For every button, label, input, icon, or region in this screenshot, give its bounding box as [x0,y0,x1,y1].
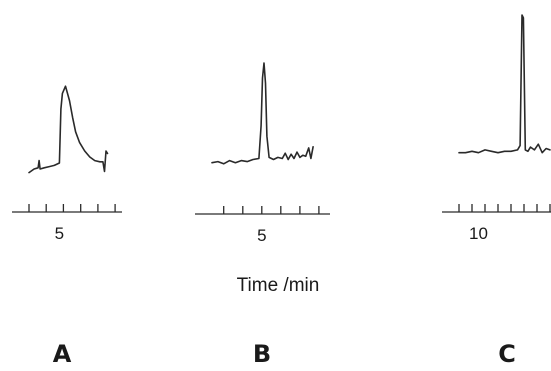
panel-c-ticks [458,204,551,212]
panel-b-tick-label: 5 [257,226,266,245]
panel-b-ticks [223,206,320,214]
panel-c: 10 C [442,14,551,368]
panel-a-ticks [28,204,116,212]
panel-a-tick-label: 5 [55,224,64,243]
panel-a: 5 A [12,85,122,368]
panel-b-label: B [253,340,271,368]
x-axis-label: Time /min [237,275,320,296]
panel-c-tick-label: 10 [469,224,488,243]
panel-a-trace [28,85,109,174]
panel-b-trace [211,62,314,165]
panel-a-label: A [53,340,72,368]
panel-b: 5 B [195,62,330,368]
panel-c-trace [458,14,551,154]
panel-c-label: C [498,340,516,368]
